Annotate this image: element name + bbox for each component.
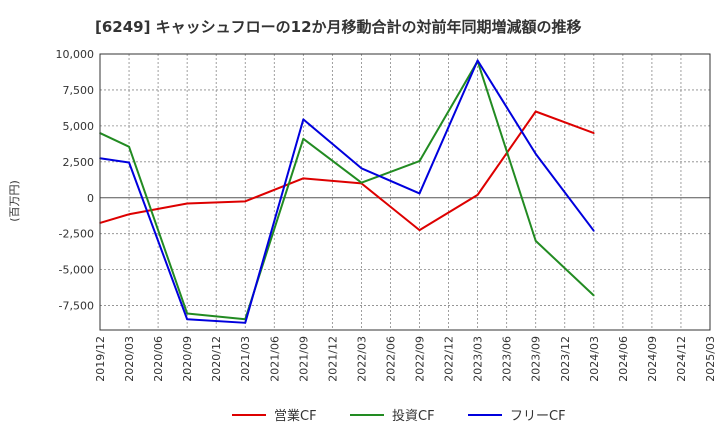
data-point: [534, 110, 537, 113]
data-point: [244, 322, 247, 324]
data-point: [593, 294, 595, 297]
x-tick-label: 2021/03: [239, 336, 252, 382]
x-axis-ticks: 2019/12 2020/03 2020/06 2020/09 2020/12 2021/…: [94, 336, 717, 382]
x-tick-label: 2020/03: [123, 336, 136, 382]
grid: [100, 53, 710, 330]
x-tick-label: 2020/06: [152, 336, 165, 382]
data-point: [302, 177, 305, 180]
data-point: [593, 230, 595, 232]
data-point: [476, 59, 479, 62]
y-tick-label: -7,500: [59, 300, 94, 313]
y-tick-label: 2,500: [63, 156, 95, 169]
data-point: [128, 145, 130, 148]
data-point: [360, 181, 363, 184]
x-tick-label: 2024/06: [617, 336, 630, 382]
x-tick-label: 2022/06: [384, 336, 397, 382]
data-point: [186, 202, 188, 205]
x-tick-label: 2024/03: [588, 336, 601, 382]
data-point: [360, 167, 363, 170]
x-tick-label: 2019/12: [94, 336, 107, 382]
y-tick-label: 0: [87, 192, 94, 205]
x-tick-label: 2022/12: [443, 336, 456, 382]
data-point: [302, 138, 305, 140]
x-tick-label: 2021/12: [326, 336, 339, 382]
data-point: [418, 160, 421, 162]
y-tick-label: 7,500: [63, 84, 95, 97]
data-point: [418, 229, 421, 231]
legend: 営業CF 投資CF フリーCF: [232, 408, 566, 424]
y-axis-label: (百万円): [8, 180, 21, 222]
x-tick-label: 2022/03: [355, 336, 368, 382]
data-point: [186, 312, 188, 315]
legend-label: フリーCF: [510, 409, 566, 424]
y-tick-label: 10,000: [56, 48, 95, 61]
data-point: [593, 132, 595, 134]
x-tick-label: 2023/09: [530, 336, 543, 382]
x-tick-label: 2024/12: [675, 336, 688, 382]
y-tick-label: -5,000: [59, 264, 94, 277]
data-point: [302, 118, 305, 121]
series-line: [99, 60, 595, 321]
legend-label: 営業CF: [274, 408, 317, 424]
data-point: [534, 240, 537, 242]
x-tick-label: 2025/03: [704, 336, 717, 382]
x-tick-label: 2023/12: [559, 336, 572, 382]
data-point: [186, 318, 188, 321]
x-tick-label: 2021/06: [268, 336, 281, 382]
y-axis-ticks: 10,000 7,500 5,000 2,500 0 -2,500 -5,000 -7,500: [56, 48, 95, 313]
chart-title: [6249] キャッシュフローの12か月移動合計の対前年同期増減額の推移: [95, 18, 582, 36]
x-tick-label: 2020/12: [210, 336, 223, 382]
y-tick-label: -2,500: [59, 228, 94, 241]
series-lines: [99, 59, 595, 324]
x-tick-label: 2022/09: [414, 336, 427, 382]
data-point: [128, 213, 130, 216]
data-point: [476, 194, 479, 196]
y-tick-label: 5,000: [63, 120, 95, 133]
x-tick-label: 2023/06: [501, 336, 514, 382]
data-point: [418, 192, 421, 195]
series-line: [99, 59, 595, 324]
data-point: [244, 200, 247, 203]
data-point: [534, 153, 537, 155]
x-tick-label: 2023/03: [472, 336, 485, 382]
x-tick-label: 2021/09: [297, 336, 310, 382]
x-tick-label: 2024/09: [646, 336, 659, 382]
legend-label: 投資CF: [392, 408, 435, 424]
plot-frame: [99, 53, 711, 331]
data-point: [128, 161, 130, 164]
x-tick-label: 2020/09: [181, 336, 194, 382]
